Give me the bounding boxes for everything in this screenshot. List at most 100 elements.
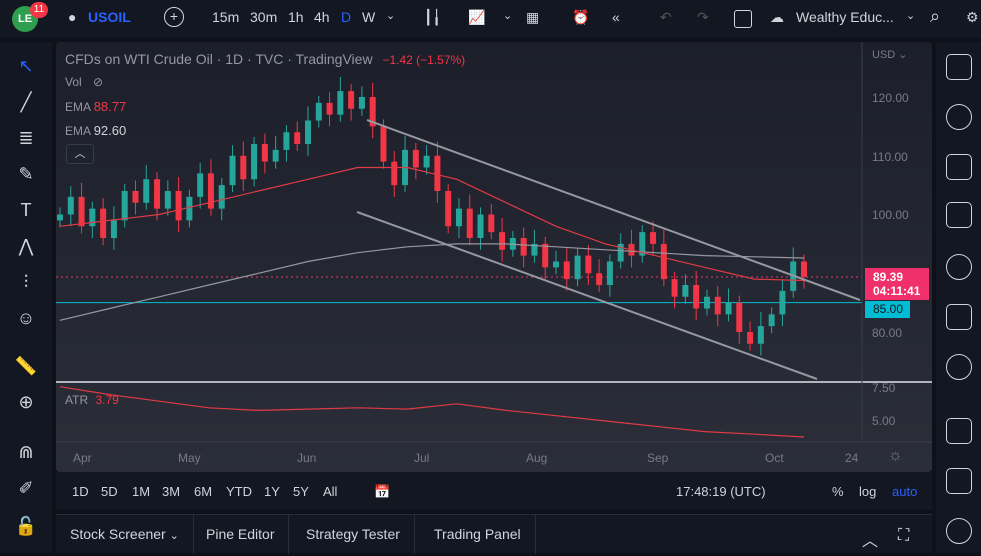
hotlist-flame-icon[interactable] — [946, 254, 972, 280]
messages-icon[interactable] — [946, 468, 972, 494]
undo-icon[interactable]: ↶ — [660, 9, 672, 25]
search-icon[interactable]: ⌕ — [930, 6, 941, 26]
maximize-panel-icon[interactable]: ⛶ — [898, 527, 910, 544]
add-symbol-icon[interactable]: + — [164, 7, 184, 27]
interval-d[interactable]: D — [341, 9, 352, 25]
candle — [423, 155, 430, 168]
ema-red-line — [59, 166, 805, 282]
emoji-icon[interactable]: ☺ — [16, 308, 36, 328]
collapse-panel-icon[interactable]: ︿ — [862, 533, 879, 550]
range-1y[interactable]: 1Y — [264, 484, 280, 499]
text-icon[interactable]: T — [20, 200, 32, 220]
range-5d[interactable]: 5D — [101, 484, 118, 499]
channel-upper-line[interactable] — [366, 119, 861, 301]
help-icon[interactable] — [946, 518, 972, 544]
atr-legend[interactable]: ATR 3.79 — [65, 393, 119, 407]
lock-icon[interactable]: 🔓 — [14, 516, 38, 536]
ruler-icon[interactable]: 📏 — [14, 356, 38, 376]
range-1d[interactable]: 1D — [72, 484, 89, 499]
candle — [369, 97, 376, 127]
symbol-search[interactable]: USOIL — [88, 9, 131, 25]
chevron-down-icon[interactable]: ⌄ — [906, 10, 916, 22]
time-axis-label: Sep — [647, 451, 669, 465]
ema-value: 88.77 — [93, 99, 127, 114]
alert-icon[interactable]: ⏰ — [572, 9, 590, 25]
candles-icon[interactable]: ┃╽ — [424, 9, 441, 25]
candle — [358, 97, 365, 109]
candle — [553, 261, 559, 268]
pattern-icon[interactable]: ⋀ — [18, 236, 34, 256]
candle — [143, 179, 150, 203]
tab-pine-editor[interactable]: Pine Editor — [192, 515, 290, 554]
range-bar: 1D 5D 1M 3M 6M YTD 1Y 5Y All 📅 17:48:19 … — [56, 472, 932, 510]
lock-drawing-icon[interactable]: ✐ — [18, 478, 34, 498]
add-watchlist-icon[interactable] — [946, 202, 972, 228]
ema-legend-1[interactable]: EMA 88.77 — [65, 99, 126, 114]
ema-legend-2[interactable]: EMA 92.60 — [65, 123, 126, 138]
drawing-toolbar: ↖ ╱ ≣ ✎ T ⋀ ⫶ ☺ 📏 ⊕ ⋒ ✐ 🔓 — [0, 42, 52, 553]
tab-strategy-tester[interactable]: Strategy Tester — [292, 515, 415, 554]
atr-line — [59, 386, 805, 438]
chevron-down-icon[interactable]: ⌄ — [503, 10, 513, 22]
interval-30m[interactable]: 30m — [250, 9, 278, 25]
candle — [531, 243, 538, 256]
channel-lower-line[interactable] — [356, 211, 818, 380]
candle — [132, 191, 139, 203]
range-1m[interactable]: 1M — [132, 484, 151, 499]
candle — [305, 120, 311, 144]
interval-4h[interactable]: 4h — [314, 9, 330, 25]
range-5y[interactable]: 5Y — [293, 484, 309, 499]
tab-trading-panel[interactable]: Trading Panel — [420, 515, 536, 554]
redo-icon[interactable]: ↷ — [697, 9, 709, 25]
chat-icon[interactable] — [946, 418, 972, 444]
percent-toggle[interactable]: % — [832, 484, 844, 499]
replay-icon[interactable]: « — [612, 9, 620, 25]
range-all[interactable]: All — [323, 484, 338, 499]
chart-pane[interactable]: CFDs on WTI Crude Oil · 1D · TVC · Tradi… — [56, 42, 932, 472]
collapse-legend-button[interactable]: ︿ — [66, 144, 94, 164]
hidden-eye-icon[interactable]: ⊘ — [93, 75, 104, 89]
indicators-icon[interactable]: 📈 — [468, 9, 486, 25]
news-icon[interactable] — [946, 154, 972, 180]
ideas-lightbulb-icon[interactable] — [946, 354, 972, 380]
magnet-icon[interactable]: ⋒ — [18, 442, 34, 462]
candle — [563, 261, 570, 280]
prediction-icon[interactable]: ⫶ — [23, 272, 29, 292]
interval-1h[interactable]: 1h — [288, 9, 304, 25]
candle — [445, 191, 452, 227]
trend-line-icon[interactable]: ╱ — [20, 92, 32, 112]
symbol-title[interactable]: CFDs on WTI Crude Oil · 1D · TVC · Tradi… — [65, 51, 373, 67]
clock-readout[interactable]: 17:48:19 (UTC) — [676, 484, 766, 499]
candle — [768, 314, 775, 327]
cloud-icon[interactable]: ☁ — [770, 9, 784, 25]
candle — [240, 155, 247, 180]
alarm-clock-icon[interactable] — [946, 104, 972, 130]
candle — [229, 155, 236, 186]
tab-stock-screener[interactable]: Stock Screener ⌄ — [56, 515, 194, 554]
cursor-icon[interactable]: ↖ — [18, 56, 34, 76]
brush-icon[interactable]: ✎ — [18, 164, 34, 184]
fullscreen-box-icon[interactable] — [734, 10, 752, 28]
gear-icon[interactable]: ⚙ — [966, 9, 979, 25]
calendar-icon[interactable] — [946, 304, 972, 330]
range-3m[interactable]: 3M — [162, 484, 181, 499]
layout-grid-icon[interactable]: ▦ — [526, 9, 540, 25]
chevron-down-icon[interactable]: ⌄ — [386, 10, 396, 22]
candle — [747, 332, 754, 344]
auto-toggle[interactable]: auto — [892, 484, 918, 499]
currency-selector[interactable]: USD ⌄ — [872, 49, 908, 61]
chart-settings-icon[interactable]: ☼ — [888, 447, 903, 464]
log-toggle[interactable]: log — [859, 484, 877, 499]
interval-15m[interactable]: 15m — [212, 9, 240, 25]
interval-w[interactable]: W — [362, 9, 376, 25]
candle — [283, 132, 290, 150]
range-6m[interactable]: 6M — [194, 484, 213, 499]
fib-icon[interactable]: ≣ — [18, 128, 34, 148]
watchlist-icon[interactable] — [946, 54, 972, 80]
time-axis-label: May — [178, 451, 201, 465]
zoom-in-icon[interactable]: ⊕ — [18, 392, 34, 412]
vol-legend[interactable]: Vol ⊘ — [65, 75, 103, 89]
date-range-icon[interactable]: 📅 — [374, 484, 391, 499]
range-ytd[interactable]: YTD — [226, 484, 252, 499]
layout-name[interactable]: Wealthy Educ... — [796, 9, 894, 25]
